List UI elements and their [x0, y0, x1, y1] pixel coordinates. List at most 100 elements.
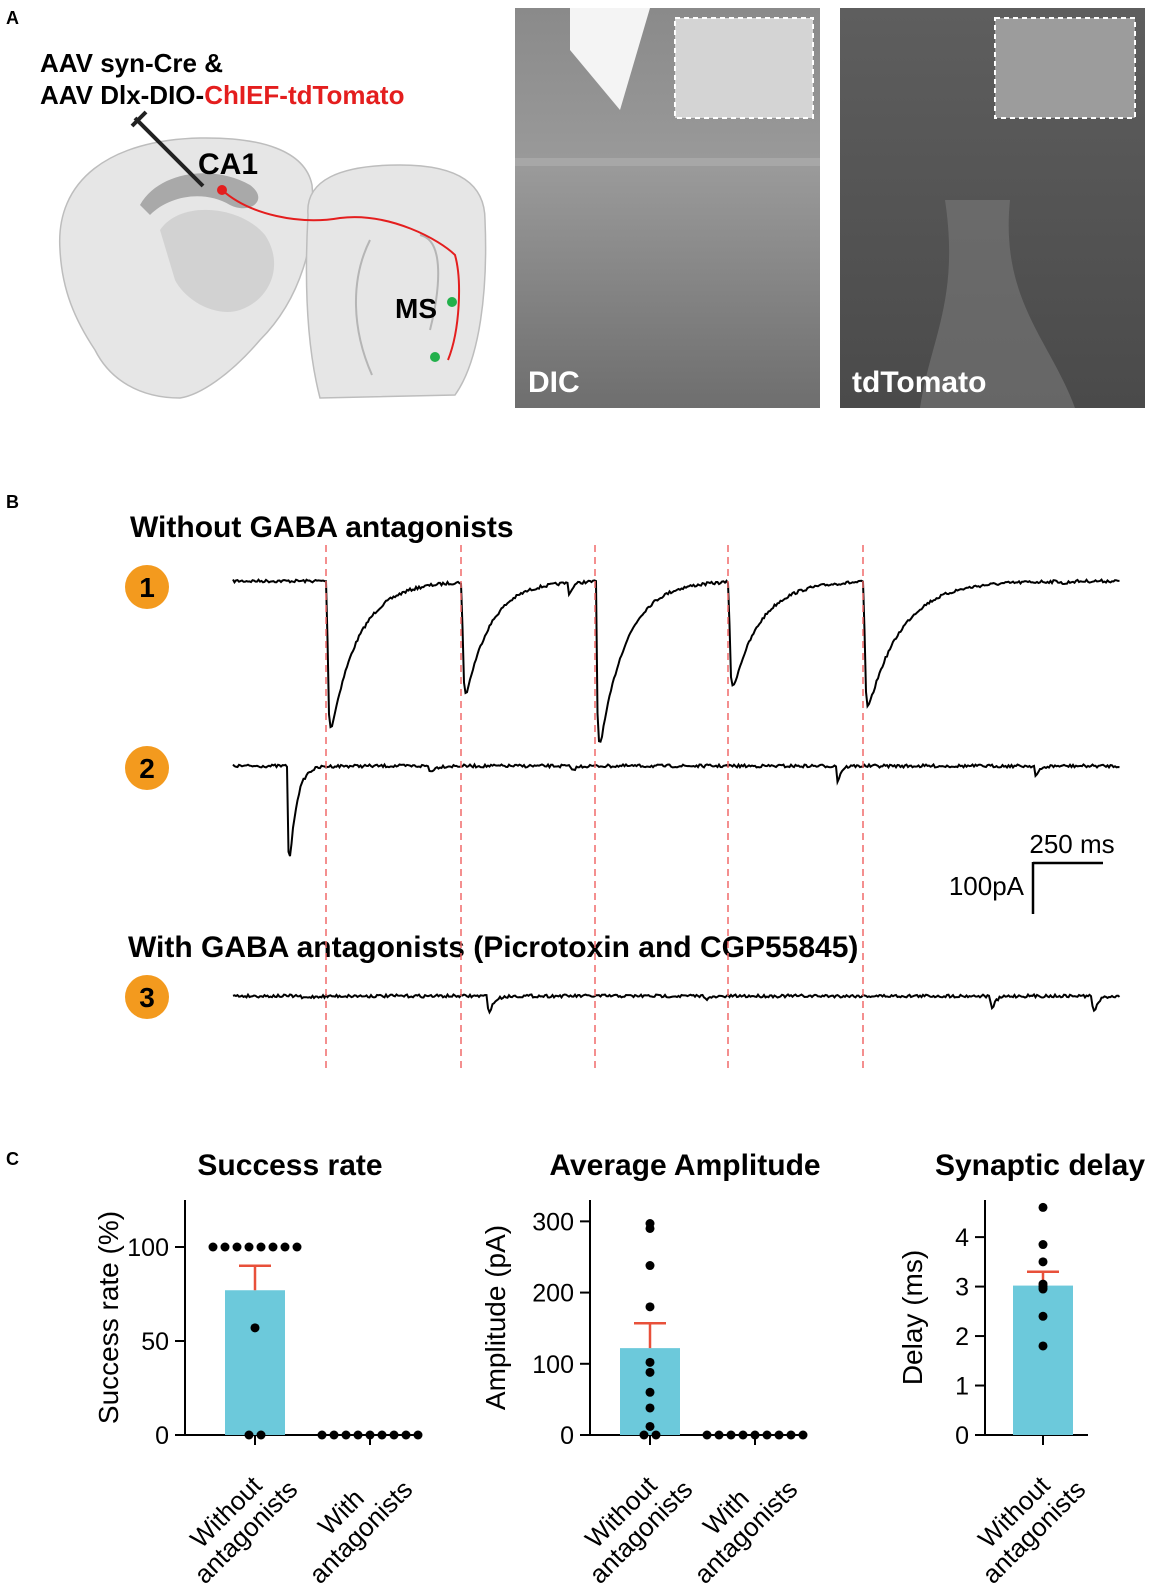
trace-badge — [125, 975, 169, 1019]
trace — [232, 992, 1121, 1015]
pipette-glare — [570, 8, 650, 110]
y-tick-label: 3 — [955, 1274, 969, 1302]
data-point — [1038, 1257, 1048, 1267]
condition-title: With GABA antagonists (Picrotoxin and CG… — [128, 931, 858, 964]
brain-section — [305, 164, 487, 399]
y-tick-label: 100 — [532, 1351, 574, 1379]
y-axis-label: Delay (ms) — [897, 1250, 928, 1385]
scale-label: 100pA — [949, 871, 1025, 901]
data-point — [401, 1430, 411, 1440]
y-tick-label: 0 — [955, 1422, 969, 1450]
data-point — [762, 1430, 772, 1440]
condition-title: Without GABA antagonists — [130, 511, 514, 544]
data-point — [645, 1403, 655, 1413]
data-point — [714, 1430, 724, 1440]
traces — [232, 578, 1121, 1015]
data-point — [645, 1302, 655, 1312]
y-axis-label: Amplitude (pA) — [480, 1225, 511, 1410]
data-point — [353, 1430, 363, 1440]
y-axis-label: Success rate (%) — [93, 1211, 124, 1424]
fluorescence — [920, 200, 1075, 408]
trace — [232, 762, 1120, 857]
pipette — [515, 158, 820, 166]
image-label: DIC — [528, 366, 580, 399]
data-point — [341, 1430, 351, 1440]
data-point — [1038, 1240, 1048, 1250]
y-tick-label: 0 — [560, 1422, 574, 1450]
data-point — [651, 1430, 661, 1440]
data-point — [389, 1430, 399, 1440]
data-point — [1038, 1202, 1048, 1212]
trace-number: 3 — [139, 982, 155, 1013]
data-point — [786, 1430, 796, 1440]
data-point — [413, 1430, 423, 1440]
data-point — [1038, 1311, 1048, 1321]
y-tick-label: 2 — [955, 1323, 969, 1351]
data-point — [645, 1367, 655, 1377]
y-tick-label: 50 — [141, 1328, 169, 1356]
error-bar — [634, 1321, 666, 1349]
data-point — [645, 1223, 655, 1233]
data-point — [645, 1421, 655, 1431]
data-point — [645, 1261, 655, 1271]
trace — [232, 578, 1120, 743]
injection-site — [217, 185, 227, 195]
y-tick-label: 100 — [127, 1234, 169, 1262]
data-point — [317, 1430, 327, 1440]
injection-highlight: ChIEF-tdTomato — [204, 80, 404, 110]
syringe — [130, 110, 148, 128]
data-point — [256, 1242, 266, 1252]
data-point — [645, 1357, 655, 1367]
data-point — [726, 1430, 736, 1440]
bar — [1013, 1285, 1073, 1435]
syringe — [133, 116, 205, 188]
thalamus — [160, 209, 275, 312]
ventricle — [354, 239, 373, 376]
panel-label: A — [6, 8, 19, 28]
data-point — [329, 1430, 339, 1440]
data-point — [774, 1430, 784, 1440]
y-tick-label: 200 — [532, 1280, 574, 1308]
data-point — [280, 1242, 290, 1252]
data-point — [738, 1430, 748, 1440]
data-point — [1038, 1284, 1048, 1294]
data-point — [244, 1430, 254, 1440]
data-point — [250, 1323, 260, 1333]
data-point — [645, 1387, 655, 1397]
bar — [225, 1290, 285, 1435]
chart-title: Synaptic delay — [935, 1149, 1145, 1182]
data-point — [268, 1242, 278, 1252]
injection-text: AAV Dlx-DIO-ChIEF-tdTomato — [40, 80, 404, 110]
y-tick-label: 1 — [955, 1373, 969, 1401]
trace-badge — [125, 746, 169, 790]
data-point — [798, 1430, 808, 1440]
hippocampus — [140, 173, 259, 215]
trace-number: 2 — [139, 753, 155, 784]
data-point — [220, 1242, 230, 1252]
y-tick-label: 0 — [155, 1422, 169, 1450]
scale-label: 250 ms — [1029, 829, 1114, 859]
panel-label: C — [6, 1149, 19, 1169]
inset — [994, 17, 1136, 119]
injection-text: AAV Dlx-DIO- — [40, 80, 204, 110]
ventricle — [419, 234, 440, 331]
data-point — [377, 1430, 387, 1440]
data-point — [1038, 1341, 1048, 1351]
chart-title: Average Amplitude — [549, 1149, 820, 1182]
trace-number: 1 — [139, 572, 155, 603]
image-label: tdTomato — [852, 366, 986, 399]
data-point — [244, 1242, 254, 1252]
chart-title: Success rate — [197, 1149, 382, 1182]
region-label: MS — [395, 293, 437, 324]
data-point — [256, 1430, 266, 1440]
injection-text: AAV syn-Cre & — [40, 48, 223, 78]
error-bar — [239, 1264, 271, 1291]
data-point — [292, 1242, 302, 1252]
data-point — [232, 1242, 242, 1252]
trace-badge — [125, 565, 169, 609]
fiber — [221, 189, 461, 361]
y-tick-label: 300 — [532, 1208, 574, 1236]
data-point — [639, 1430, 649, 1440]
